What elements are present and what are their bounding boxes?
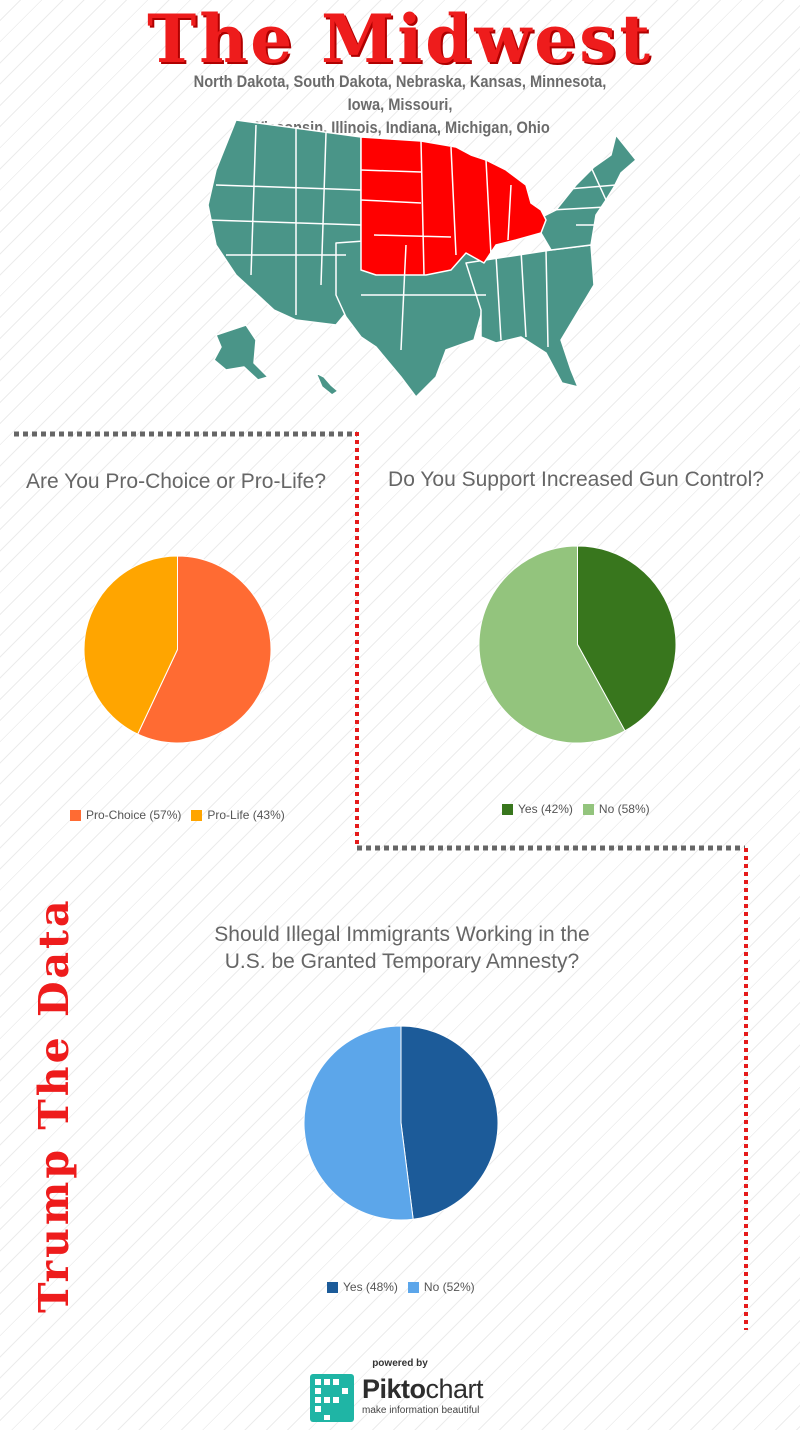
map-northeast-region [525,134,637,251]
piktochart-logo-icon [310,1374,354,1422]
chart3-slice-no [303,1025,414,1221]
chart2-slice-no [478,545,626,744]
states-list: North Dakota, South Dakota, Nebraska, Ka… [176,70,623,139]
page-title: The Midwest [147,0,653,78]
map-hawaii [315,372,339,396]
chart3-legend-swatch-yes [327,1281,338,1293]
chart1-pie [83,555,272,744]
map-alaska [213,324,269,381]
chart1-legend-item-pro-choice: Pro-Choice (57%) [70,808,181,822]
chart3-legend-item-no: No (52%) [407,1280,475,1294]
chart1-legend: Pro-Choice (57%) Pro-Life (43%) [70,808,295,822]
chart3-legend-label-yes: Yes (48%) [343,1280,398,1294]
chart2-legend-label-no: No (58%) [598,802,650,816]
chart2-title: Do You Support Increased Gun Control? [388,468,764,491]
chart1-legend-item-pro-life: Pro-Life (43%) [191,808,285,822]
chart1-legend-swatch-pro-life [191,809,203,821]
chart1-slice-pro-choice [137,555,272,744]
chart1-legend-label-pro-life: Pro-Life (43%) [207,808,285,822]
chart3-title: Should Illegal Immigrants Working in the… [160,921,644,975]
side-title: Trump The Data [30,897,78,1313]
chart2-slice-yes [577,545,677,732]
chart3-slice-yes [400,1025,499,1220]
chart2-legend-swatch-no [582,803,594,815]
chart3-legend: Yes (48%) No (52%) [327,1280,485,1294]
powered-by-label: powered by [372,1358,428,1369]
chart2-legend-swatch-yes [502,803,513,815]
chart2-legend: Yes (42%) No (58%) [502,802,660,816]
chart2-pie [478,545,677,744]
chart2-legend-item-no: No (58%) [582,802,650,816]
chart1-legend-swatch-pro-choice [70,809,81,821]
chart3-title-line2: U.S. be Granted Temporary Amnesty? [224,950,580,973]
chart2-legend-label-yes: Yes (42%) [518,802,573,816]
chart3-legend-swatch-no [407,1281,419,1293]
chart1-title: Are You Pro-Choice or Pro-Life? [26,470,326,493]
brand-piece1: Pikto [362,1374,426,1404]
piktochart-tagline: make information beautiful [362,1405,480,1416]
us-map-icon [207,119,637,398]
chart2-legend-item-yes: Yes (42%) [502,802,573,816]
chart3-legend-item-yes: Yes (48%) [327,1280,398,1294]
piktochart-wordmark: Piktochart [362,1374,484,1405]
piktochart-footer[interactable]: powered by Piktochart make information b… [300,1358,500,1422]
chart1-legend-label-pro-choice: Pro-Choice (57%) [86,808,182,822]
chart3-pie [303,1025,499,1221]
brand-piece2: chart [425,1374,484,1404]
states-list-line1: North Dakota, South Dakota, Nebraska, Ka… [193,72,607,114]
chart3-title-line1: Should Illegal Immigrants Working in the [214,923,590,946]
chart1-slice-pro-life [83,555,178,735]
chart3-legend-label-no: No (52%) [423,1280,475,1294]
